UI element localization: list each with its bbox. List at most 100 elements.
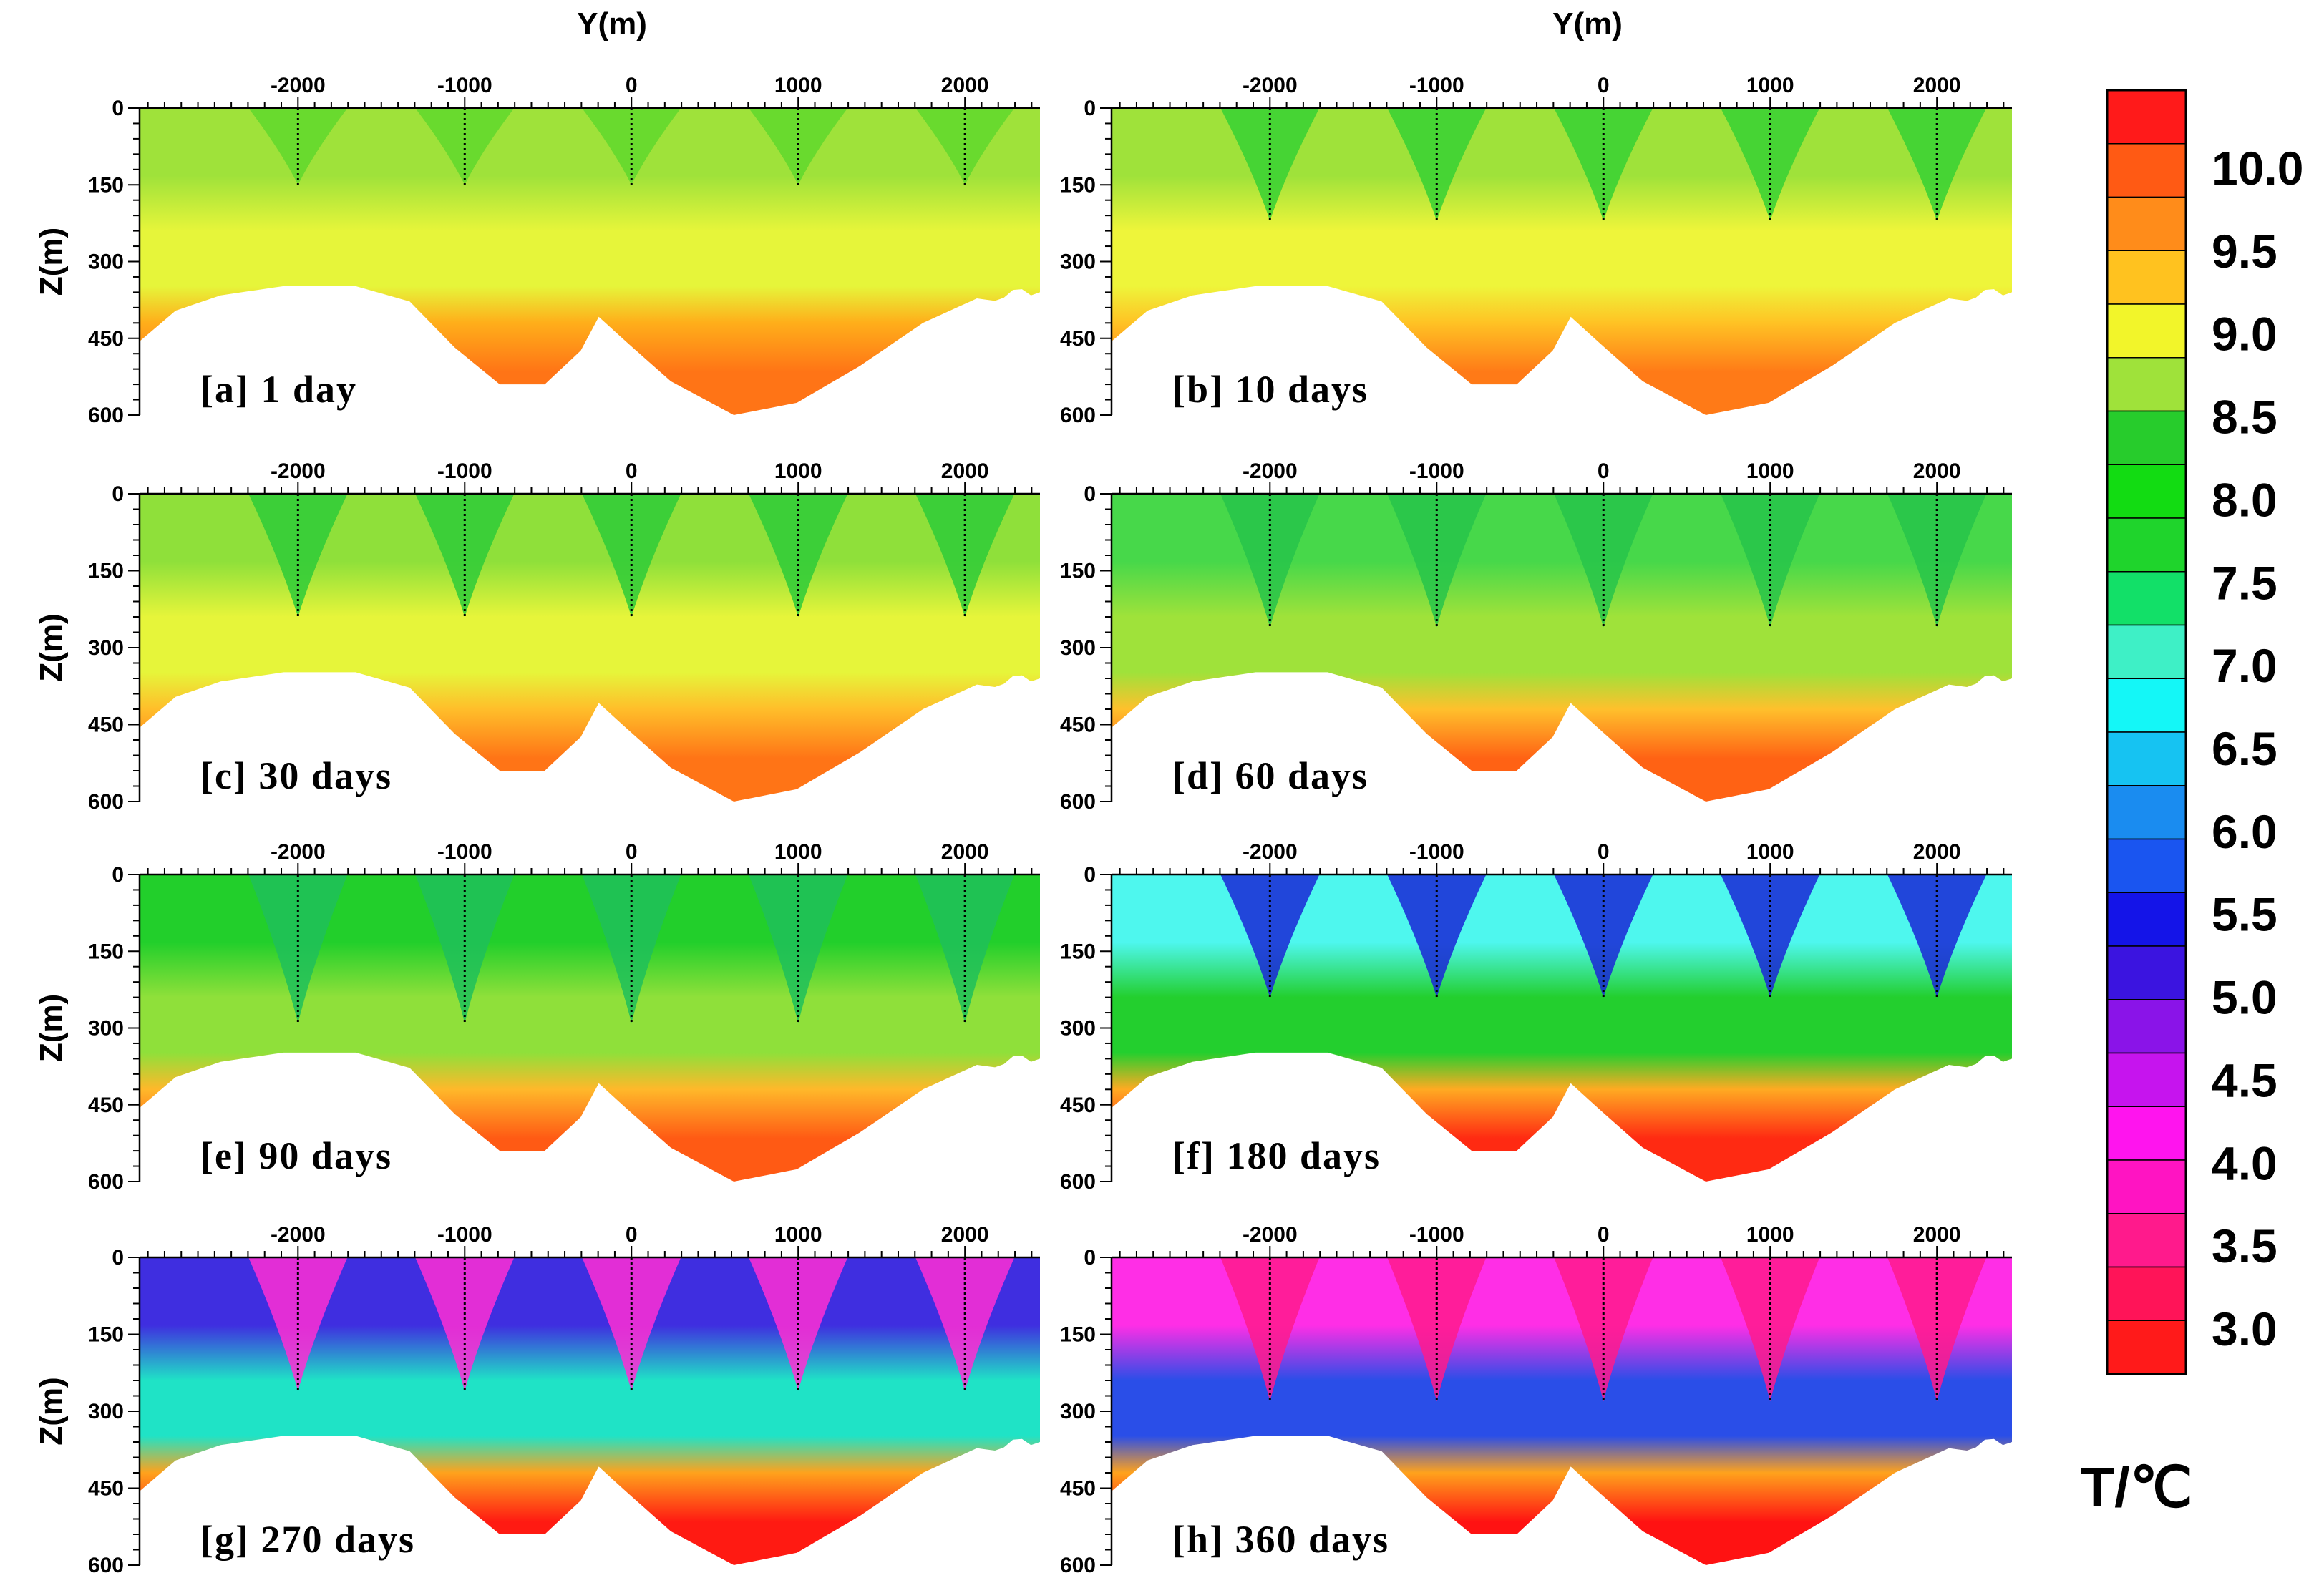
- colorbar-swatch: [2106, 1213, 2187, 1268]
- y-tick-label: 0: [1084, 482, 1096, 506]
- y-tick-label: 0: [112, 863, 124, 887]
- x-tick-label: 1000: [774, 1223, 822, 1247]
- panel-label: [b] 10 days: [1172, 368, 1368, 411]
- colorbar-label: 3.5: [2212, 1219, 2277, 1272]
- colorbar-label: 7.0: [2212, 639, 2277, 692]
- y-tick-label: 300: [88, 250, 124, 274]
- colorbar-label: 7.5: [2212, 556, 2277, 609]
- colorbar-swatch: [2106, 303, 2187, 359]
- colorbar-swatch: [2106, 945, 2187, 1000]
- colorbar-swatch: [2106, 517, 2187, 573]
- x-tick-label: -2000: [1243, 1223, 1298, 1247]
- panels: -2000 -1000 0 1000 2000 0 150 300 450 600 Z(m) [a] …: [34, 74, 2012, 1577]
- x-tick-label: -1000: [1409, 74, 1464, 97]
- x-tick-label: 1000: [774, 74, 822, 97]
- cold-plume: [248, 875, 348, 1023]
- x-axis-title-right: Y(m): [1552, 6, 1623, 42]
- y-axis-title: Z(m): [34, 1377, 69, 1445]
- y-tick-label: 600: [1060, 1554, 1096, 1577]
- x-tick-label: 2000: [941, 1223, 989, 1247]
- y-tick-label: 600: [88, 404, 124, 427]
- panel-label: [h] 360 days: [1172, 1518, 1389, 1561]
- colorbar: 10.0 9.5 9.0 8.5 8.0 7.5 7.0 6.5 6.0 5.5 5.0 4.5 4.0…: [2106, 89, 2303, 1375]
- cold-plume: [248, 108, 348, 185]
- x-tick-label: -2000: [1243, 74, 1298, 97]
- colorbar-label: 6.5: [2212, 722, 2277, 775]
- x-tick-label: 0: [626, 74, 638, 97]
- x-tick-label: 0: [1598, 459, 1610, 483]
- y-tick-label: 450: [88, 1094, 124, 1117]
- x-tick-label: -1000: [437, 459, 492, 483]
- y-tick-label: 0: [112, 1246, 124, 1270]
- y-tick-label: 150: [88, 1323, 124, 1347]
- y-tick-label: 150: [1060, 940, 1096, 963]
- x-tick-label: 0: [626, 459, 638, 483]
- panel-label: [e] 90 days: [200, 1134, 392, 1177]
- colorbar-swatch: [2106, 1106, 2187, 1161]
- x-tick-label: -1000: [1409, 1223, 1464, 1247]
- colorbar-swatch: [2106, 1052, 2187, 1107]
- y-tick-label: 150: [88, 940, 124, 963]
- cold-plume: [582, 875, 681, 1023]
- x-tick-label: 2000: [1913, 1223, 1961, 1247]
- colorbar-swatch: [2106, 678, 2187, 733]
- cold-plume: [415, 875, 515, 1023]
- colorbar-label: 5.5: [2212, 888, 2277, 941]
- y-tick-label: 600: [1060, 790, 1096, 814]
- x-tick-label: 1000: [1746, 1223, 1794, 1247]
- y-tick-label: 450: [1060, 1477, 1096, 1501]
- x-tick-label: 1000: [1746, 840, 1794, 864]
- cold-plume: [749, 108, 848, 185]
- colorbar-swatch: [2106, 1266, 2187, 1321]
- panel-e: -2000 -1000 0 1000 2000 0 150 300 450 600 Z(m) [e] …: [34, 840, 1040, 1194]
- y-tick-label: 300: [1060, 1017, 1096, 1041]
- colorbar-swatch: [2106, 731, 2187, 786]
- y-tick-label: 150: [1060, 173, 1096, 197]
- y-tick-label: 300: [88, 1400, 124, 1423]
- x-tick-label: 1000: [774, 459, 822, 483]
- colorbar-label: 9.5: [2212, 225, 2277, 278]
- panel-label: [d] 60 days: [1172, 754, 1368, 797]
- y-tick-label: 600: [88, 790, 124, 814]
- y-tick-label: 150: [1060, 1323, 1096, 1347]
- y-axis-title: Z(m): [34, 1377, 69, 1445]
- x-tick-label: -2000: [271, 840, 326, 864]
- colorbar-swatch: [2106, 250, 2187, 305]
- y-tick-label: 150: [1060, 560, 1096, 583]
- colorbar-title: T/℃: [2081, 1456, 2193, 1519]
- colorbar-swatch: [2106, 838, 2187, 893]
- colorbar-swatch: [2106, 464, 2187, 519]
- x-tick-label: 0: [626, 840, 638, 864]
- x-tick-label: 2000: [1913, 459, 1961, 483]
- x-tick-label: -2000: [1243, 459, 1298, 483]
- colorbar-label: 8.5: [2212, 391, 2277, 444]
- colorbar-label: 9.0: [2212, 308, 2277, 361]
- colorbar-swatch: [2106, 892, 2187, 947]
- x-tick-label: -2000: [1243, 840, 1298, 864]
- x-tick-label: -2000: [271, 459, 326, 483]
- x-tick-label: -2000: [271, 74, 326, 97]
- x-tick-label: 2000: [941, 74, 989, 97]
- y-tick-label: 0: [1084, 1246, 1096, 1270]
- colorbar-swatch: [2106, 89, 2187, 145]
- cold-plume: [915, 875, 1015, 1023]
- colorbar-swatch: [2106, 999, 2187, 1054]
- y-tick-label: 600: [1060, 1170, 1096, 1194]
- y-tick-label: 450: [1060, 1094, 1096, 1117]
- y-axis-title: Z(m): [34, 228, 69, 296]
- colorbar-swatch: [2106, 357, 2187, 412]
- colorbar-swatch: [2106, 785, 2187, 840]
- x-tick-label: 2000: [941, 459, 989, 483]
- x-tick-label: -1000: [437, 74, 492, 97]
- colorbar-label: 8.0: [2212, 473, 2277, 526]
- y-tick-label: 300: [88, 636, 124, 660]
- x-tick-label: 1000: [774, 840, 822, 864]
- y-axis-title: Z(m): [34, 994, 69, 1062]
- y-tick-label: 150: [88, 560, 124, 583]
- x-axis-title-left: Y(m): [577, 6, 647, 42]
- x-tick-label: 1000: [1746, 459, 1794, 483]
- colorbar-swatch: [2106, 1320, 2187, 1375]
- y-tick-label: 300: [88, 1017, 124, 1041]
- colorbar-label: 4.5: [2212, 1053, 2277, 1106]
